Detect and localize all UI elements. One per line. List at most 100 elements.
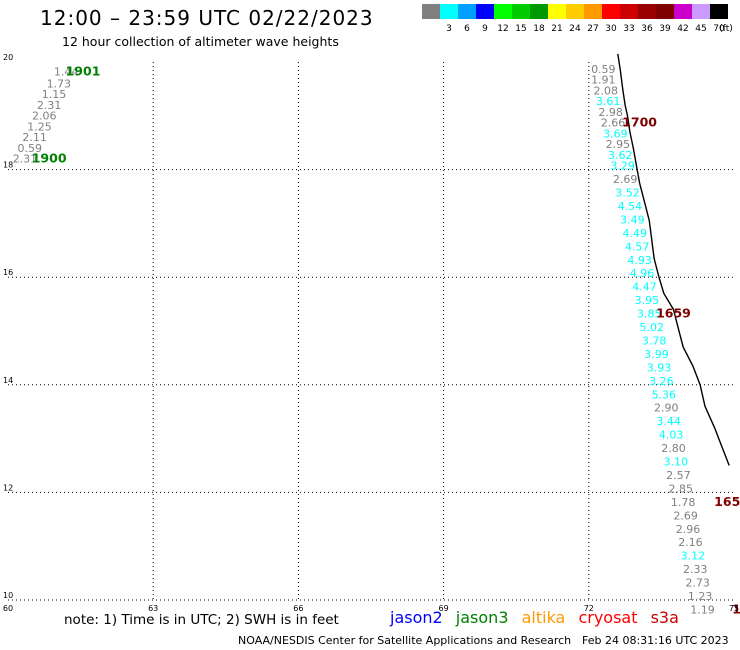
swh-value: 2.98 [598, 106, 623, 119]
satellite-jason2: jason2 [390, 608, 443, 627]
legend-swatch [638, 4, 656, 19]
satellite-altika: altika [521, 608, 566, 627]
swh-value: 2.90 [654, 402, 679, 415]
swh-value: 1.78 [671, 496, 696, 509]
swh-value: 3.61 [596, 95, 621, 108]
legend-swatch [584, 4, 602, 19]
swh-value: 2.80 [661, 442, 686, 455]
swh-value: 2.06 [32, 110, 57, 123]
legend-label: 70 [713, 24, 725, 34]
swh-value: 5.02 [639, 321, 664, 334]
swh-value: 2.66 [601, 117, 626, 130]
time-label: 1659 [656, 306, 691, 321]
swh-value: 3.95 [635, 294, 660, 307]
swh-labels: 1.441.731.152.312.061.252.110.592.311901… [13, 63, 740, 617]
legend-label: 6 [464, 24, 470, 34]
swh-value: 2.69 [673, 509, 698, 522]
swh-value: 4.03 [659, 429, 684, 442]
swh-value: 1.23 [688, 590, 713, 603]
lat-tick-label: 14 [3, 376, 13, 385]
swh-value: 3.99 [644, 348, 669, 361]
satellite-s3a: s3a [650, 608, 679, 627]
coastline [617, 53, 730, 466]
swh-value: 2.85 [669, 482, 694, 495]
lon-tick-label: 63 [148, 604, 158, 613]
satellite-legend: jason2 jason3 altika cryosat s3a [390, 608, 687, 627]
swh-value: 3.78 [642, 334, 667, 347]
legend-swatch [440, 4, 458, 19]
legend-label: 3 [446, 24, 452, 34]
legend-swatch [710, 4, 728, 19]
satellite-jason3: jason3 [455, 608, 509, 627]
swh-value: 2.33 [683, 563, 708, 576]
lon-tick-label: 66 [293, 604, 303, 613]
legend-swatch [458, 4, 476, 19]
swh-value: 2.69 [613, 173, 638, 186]
legend-swatch [422, 4, 440, 19]
swh-value: 3.26 [649, 375, 674, 388]
swh-value: 3.93 [647, 361, 672, 374]
swh-value: 1.73 [47, 77, 72, 90]
swh-value: 4.93 [627, 254, 652, 267]
satellite-cryosat: cryosat [578, 608, 638, 627]
swh-value: 2.08 [593, 84, 618, 97]
legend-swatch [602, 4, 620, 19]
swh-value: 2.73 [685, 577, 710, 590]
swh-value: 1.44 [54, 65, 79, 78]
legend-unit: (ft) [719, 24, 733, 34]
legend-label: 21 [551, 24, 562, 34]
time-label: 1900 [32, 151, 67, 166]
lat-tick-label: 18 [3, 161, 13, 170]
swh-value: 3.10 [664, 456, 689, 469]
lon-tick-label: 60 [3, 604, 13, 613]
lon-tick-label: 69 [439, 604, 449, 613]
legend-swatch [530, 4, 548, 19]
swh-value: 4.96 [630, 267, 655, 280]
swh-value: 2.96 [676, 523, 701, 536]
legend-swatch [656, 4, 674, 19]
time-label: 1901 [66, 63, 101, 78]
legend-label: 12 [497, 24, 508, 34]
coastline-path [617, 53, 730, 466]
time-label: 1658 [714, 494, 740, 509]
swh-value: 2.31 [37, 99, 62, 112]
footer-credit: NOAA/NESDIS Center for Satellite Applica… [238, 634, 572, 647]
swh-value: 0.59 [591, 63, 616, 76]
swh-value: 1.15 [42, 88, 67, 101]
swh-value: 3.49 [620, 213, 645, 226]
swh-value: 1.19 [690, 603, 715, 616]
lat-lon-grid [8, 62, 734, 601]
legend-swatch [476, 4, 494, 19]
footer-note: note: 1) Time is in UTC; 2) SWH is in fe… [64, 612, 339, 628]
legend-label: 42 [677, 24, 688, 34]
swh-value: 2.57 [666, 469, 691, 482]
lon-tick-label: 75 [729, 604, 739, 613]
swh-value: 2.16 [678, 536, 703, 549]
time-label: 1 [732, 601, 740, 616]
legend-swatch [494, 4, 512, 19]
lat-tick-label: 10 [3, 591, 13, 600]
legend-swatch [566, 4, 584, 19]
swh-value: 4.54 [618, 200, 643, 213]
legend-swatch [548, 4, 566, 19]
color-legend: 3 6 9 12 15 18 21 24 27 30 33 36 39 42 45 70(ft) [422, 4, 733, 34]
swh-value: 2.31 [13, 153, 38, 166]
legend-swatch [674, 4, 692, 19]
swh-value: 3.44 [656, 415, 681, 428]
legend-swatch [620, 4, 638, 19]
lat-tick-label: 16 [3, 268, 13, 277]
legend-swatch [512, 4, 530, 19]
legend-label: 45 [695, 24, 706, 34]
legend-label: 27 [587, 24, 598, 34]
legend-label: 39 [659, 24, 671, 34]
legend-label: 9 [482, 24, 488, 34]
swh-value: 4.49 [623, 227, 648, 240]
legend-swatch [692, 4, 710, 19]
lat-tick-label: 20 [3, 53, 13, 62]
axis-tick-labels: 10 12 14 16 18 20 60 63 66 69 72 75 [3, 53, 739, 613]
legend-label: 15 [515, 24, 526, 34]
lat-tick-label: 12 [3, 483, 13, 492]
footer-timestamp: Feb 24 08:31:16 UTC 2023 [582, 634, 729, 647]
swh-value: 3.62 [608, 149, 633, 162]
